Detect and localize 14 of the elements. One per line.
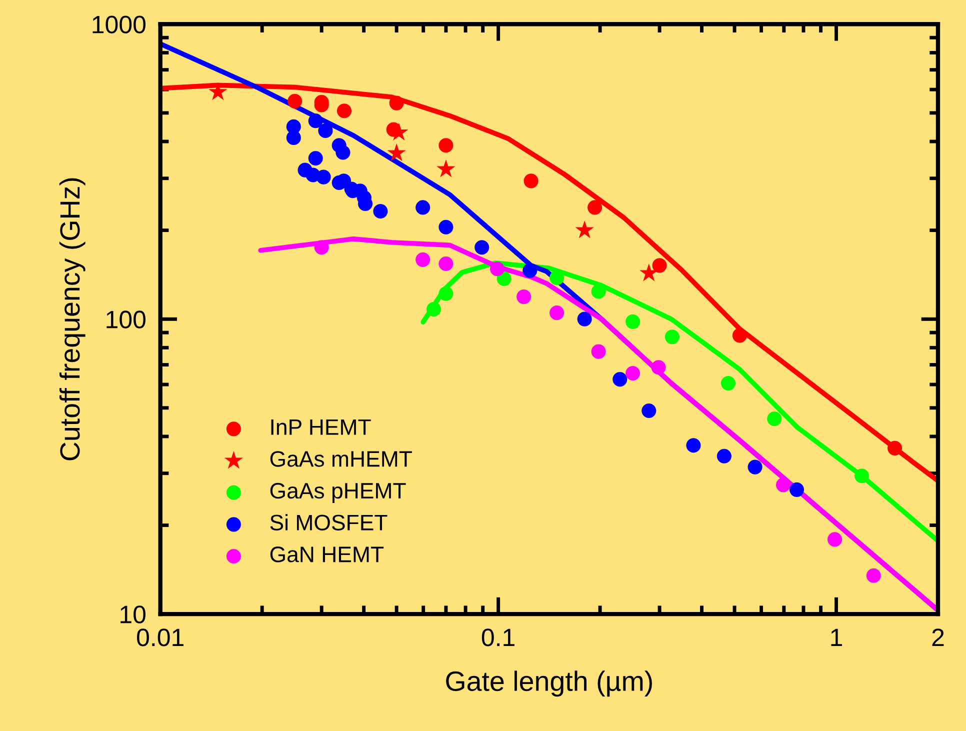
legend-label: GaAs mHEMT bbox=[270, 451, 412, 467]
x-tick-label: 0.01 bbox=[137, 628, 184, 646]
legend-label: GaN HEMT bbox=[270, 546, 384, 562]
y-tick-label: 10 bbox=[120, 606, 146, 624]
y-axis-title: Cutoff frequency (GHz) bbox=[59, 178, 86, 460]
x-tick-label: 0.1 bbox=[482, 628, 514, 646]
x-tick-label: 1 bbox=[831, 628, 842, 646]
y-tick-label: 1000 bbox=[92, 16, 146, 34]
x-tick-label: 2 bbox=[932, 628, 944, 646]
x-axis-title: Gate length (µm) bbox=[446, 670, 652, 697]
y-tick-label: 100 bbox=[106, 310, 146, 328]
legend-label: InP HEMT bbox=[271, 419, 371, 435]
legend-label: Si MOSFET bbox=[270, 514, 388, 530]
legend-label: GaAs pHEMT bbox=[270, 482, 406, 504]
